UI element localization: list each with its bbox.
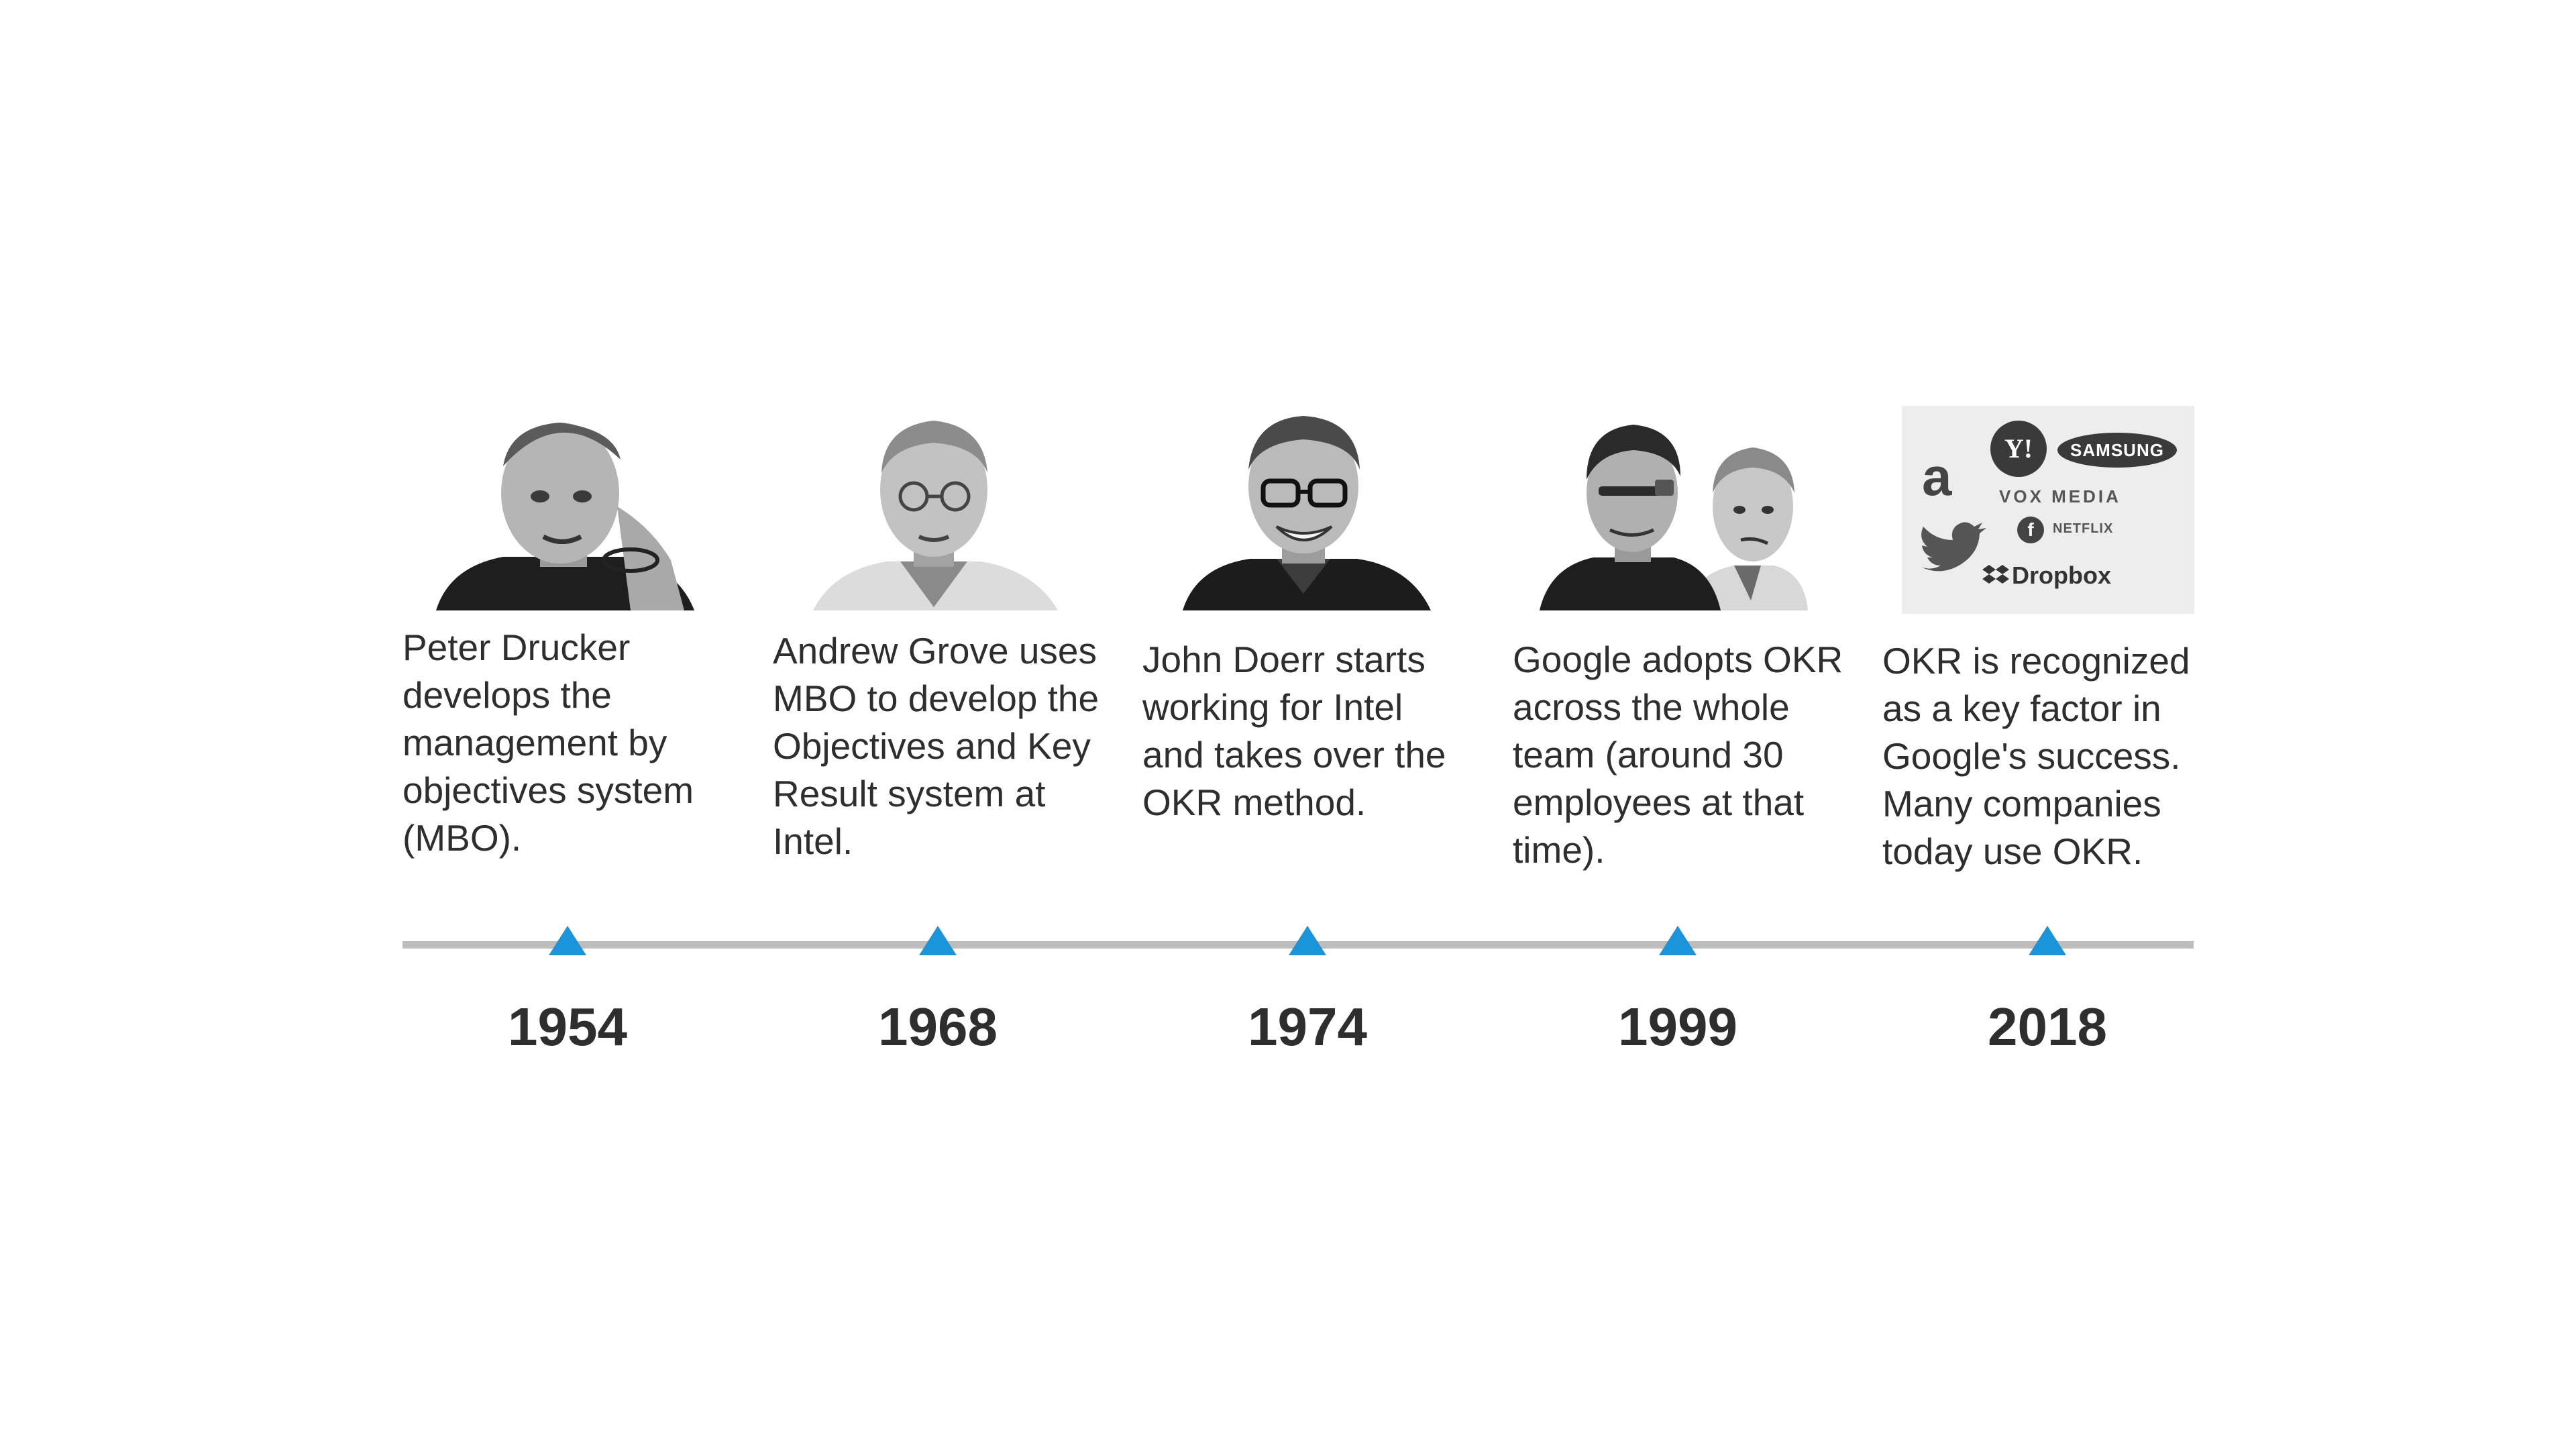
caption-line: (MBO).	[402, 817, 522, 859]
event-caption: OKR is recognized as a key factor in Goo…	[1882, 637, 2218, 875]
caption-line: Andrew Grove uses	[773, 630, 1097, 672]
caption-line: team (around 30	[1513, 734, 1784, 775]
dropbox-label: Dropbox	[2012, 561, 2111, 589]
caption-line: Objectives and Key	[773, 725, 1091, 767]
dropbox-logo: Dropbox	[1982, 561, 2111, 590]
company-logos-panel: a Y! SAMSUNG VOX MEDIA f NETFLIX Dropbox	[1902, 406, 2194, 614]
event-caption: Peter Drucker develops the management by…	[402, 624, 738, 862]
caption-line: as a key factor in	[1882, 688, 2161, 729]
peter-drucker-photo	[429, 406, 698, 610]
caption-line: management by	[402, 722, 667, 763]
timeline-marker-icon	[1659, 926, 1697, 955]
caption-line: OKR method.	[1142, 782, 1366, 823]
caption-line: employees at that	[1513, 782, 1805, 823]
timeline-marker-icon	[919, 926, 957, 955]
samsung-logo: SAMSUNG	[2057, 433, 2177, 468]
facebook-logo: f	[2017, 517, 2044, 543]
year-label: 1968	[878, 997, 998, 1057]
people-photo-icon	[1540, 425, 1808, 610]
yahoo-logo: Y!	[1990, 421, 2047, 477]
caption-line: working for Intel	[1142, 686, 1403, 728]
caption-line: Google's success.	[1882, 735, 2181, 777]
caption-line: time).	[1513, 829, 1605, 871]
amazon-logo: a	[1922, 447, 1952, 506]
caption-line: MBO to develop the	[773, 678, 1099, 719]
caption-line: Many companies	[1882, 783, 2161, 824]
timeline-marker-icon	[549, 926, 586, 955]
caption-line: Intel.	[773, 820, 853, 862]
event-caption: Google adopts OKR across the whole team …	[1513, 636, 1848, 874]
person-photo-icon	[1183, 416, 1431, 610]
caption-line: develops the	[402, 674, 612, 716]
twitter-bird-icon	[1921, 522, 1986, 572]
john-doerr-photo	[1169, 406, 1438, 610]
dropbox-icon	[1982, 565, 2009, 584]
caption-line: today use OKR.	[1882, 830, 2143, 872]
timeline-marker-icon	[1289, 926, 1326, 955]
year-label: 1954	[508, 997, 627, 1057]
caption-line: across the whole	[1513, 686, 1790, 728]
person-photo-icon	[436, 423, 694, 610]
event-caption: John Doerr starts working for Intel and …	[1142, 636, 1478, 826]
year-label: 1974	[1248, 997, 1367, 1057]
caption-line: objectives system	[402, 769, 694, 811]
timeline-marker-icon	[2029, 926, 2066, 955]
andrew-grove-photo	[800, 406, 1068, 610]
google-founders-photo	[1540, 406, 1808, 610]
caption-line: John Doerr starts	[1142, 639, 1426, 680]
year-label: 1999	[1618, 997, 1737, 1057]
vox-media-logo: VOX MEDIA	[1999, 486, 2121, 506]
netflix-logo: NETFLIX	[2053, 521, 2114, 536]
caption-line: Peter Drucker	[402, 627, 631, 668]
caption-line: OKR is recognized	[1882, 640, 2190, 682]
caption-line: and takes over the	[1142, 734, 1446, 775]
year-label: 2018	[1988, 997, 2107, 1057]
caption-line: Result system at	[773, 773, 1046, 814]
person-photo-icon	[813, 421, 1058, 610]
event-caption: Andrew Grove uses MBO to develop the Obj…	[773, 627, 1108, 865]
caption-line: Google adopts OKR	[1513, 639, 1843, 680]
